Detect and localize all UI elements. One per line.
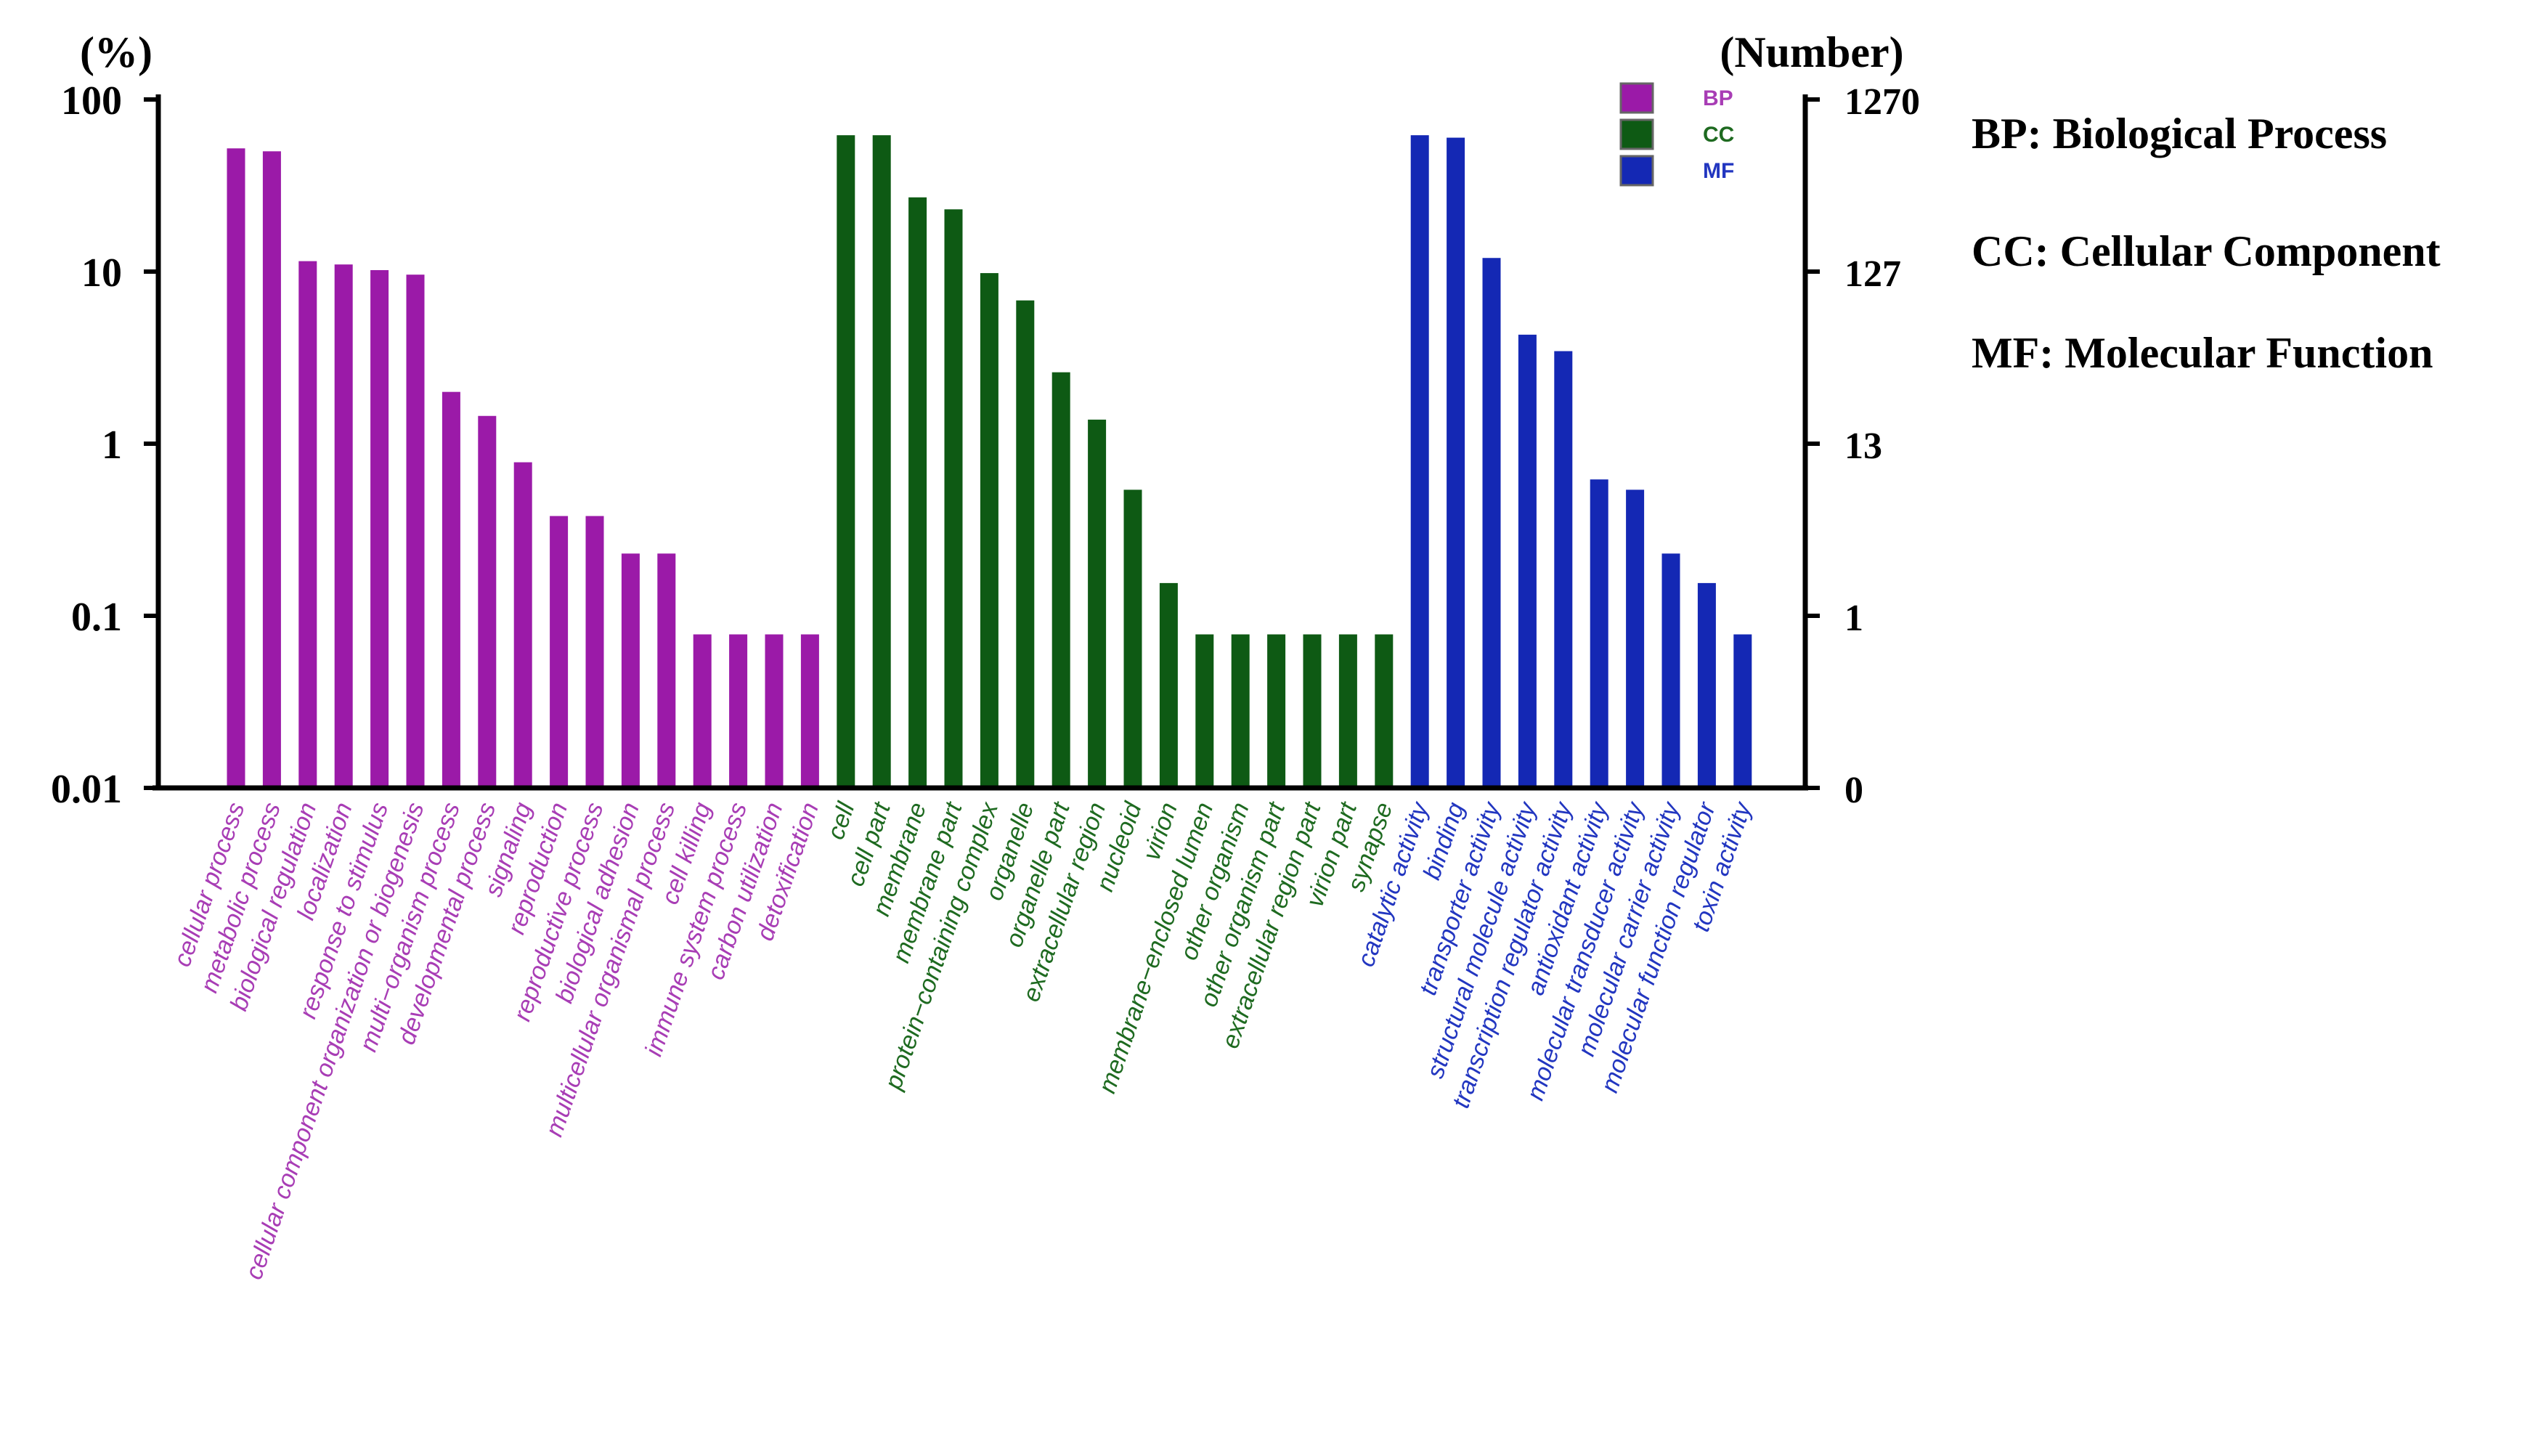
right-tick-label: 13: [1844, 426, 1882, 467]
bar-toxin-activity: [1733, 634, 1752, 788]
bar-extracellular-region-part: [1303, 634, 1322, 788]
bar-virion: [1159, 582, 1178, 788]
legend-label-mf: MF: [1703, 159, 1734, 183]
bar-synapse: [1375, 634, 1394, 788]
bar-response-to-stimulus: [370, 269, 389, 788]
left-tick-label: 1: [102, 423, 122, 468]
bar-immune-system-process: [729, 634, 748, 788]
bar-structural-molecule-activity: [1518, 334, 1537, 788]
right-tick-label: 127: [1844, 253, 1901, 295]
bar-transporter-activity: [1482, 258, 1501, 789]
right-tick-label: 0: [1844, 770, 1863, 811]
bar-detoxification: [800, 634, 819, 788]
bar-membrane-enclosed-lumen: [1195, 634, 1214, 788]
bar-localization: [334, 264, 353, 788]
legend-label-bp: BP: [1703, 86, 1733, 110]
bar-nucleoid: [1123, 489, 1142, 788]
bar-developmental-process: [478, 415, 497, 788]
left-tick-label: 100: [61, 78, 122, 123]
bar-membrane-part: [944, 209, 963, 788]
bar-antioxidant-activity: [1590, 479, 1608, 788]
bar-reproductive-process: [585, 516, 604, 788]
bar-signaling: [513, 462, 532, 788]
bar-biological-regulation: [298, 261, 317, 788]
bar-protein-containing-complex: [980, 273, 998, 788]
legend-swatch-bp: [1619, 82, 1654, 114]
legend-label-cc: CC: [1703, 123, 1734, 147]
bar-other-organism: [1231, 634, 1250, 788]
bar-carbon-utilization: [765, 634, 784, 788]
bar-virion-part: [1338, 634, 1357, 788]
bar-cell-killing: [693, 634, 712, 788]
left-tick-label: 10: [81, 251, 122, 296]
bar-cell-part: [872, 135, 891, 788]
right-tick-label: 1270: [1844, 81, 1920, 123]
bar-reproduction: [550, 516, 569, 788]
bar-organelle: [1016, 300, 1035, 788]
bar-multi-organism-process: [442, 391, 460, 788]
bar-molecular-carrier-activity: [1661, 553, 1680, 788]
bar-organelle-part: [1051, 372, 1070, 788]
left-tick-label: 0.1: [71, 595, 122, 640]
left-axis-title: (%): [80, 28, 152, 76]
bar-extracellular-region: [1088, 419, 1107, 788]
bar-cell: [837, 135, 855, 788]
right-axis-title: (Number): [1720, 28, 1903, 76]
bar-catalytic-activity: [1410, 135, 1429, 788]
abbreviation-mf: MF: Molecular Function: [1972, 329, 2433, 377]
legend-swatch-cc: [1619, 118, 1654, 150]
bars-group: [227, 135, 1752, 789]
bar-cellular-process: [227, 148, 245, 789]
category-label-cell: cell: [822, 798, 861, 843]
legend-swatch-mf: [1619, 155, 1654, 187]
bar-molecular-transducer-activity: [1626, 489, 1645, 788]
axes-group: (%) (Number): [80, 28, 1904, 791]
legend: BP CC MF: [1619, 82, 1734, 187]
left-tick-label: 0.01: [51, 767, 122, 812]
bar-transcription-regulator-activity: [1554, 351, 1573, 788]
bar-metabolic-process: [262, 151, 281, 788]
bar-biological-adhesion: [621, 553, 640, 788]
bar-molecular-function-regulator: [1697, 582, 1716, 788]
abbreviation-cc: CC: Cellular Component: [1972, 227, 2441, 275]
right-tick-label: 1: [1844, 598, 1863, 639]
bar-other-organism-part: [1267, 634, 1286, 788]
abbreviation-bp: BP: Biological Process: [1972, 110, 2388, 158]
bar-membrane: [908, 197, 927, 788]
bar-binding: [1447, 137, 1465, 789]
bar-cellular-component-organization-or-biogenesis: [406, 274, 425, 788]
bar-multicellular-organismal-process: [657, 553, 676, 788]
